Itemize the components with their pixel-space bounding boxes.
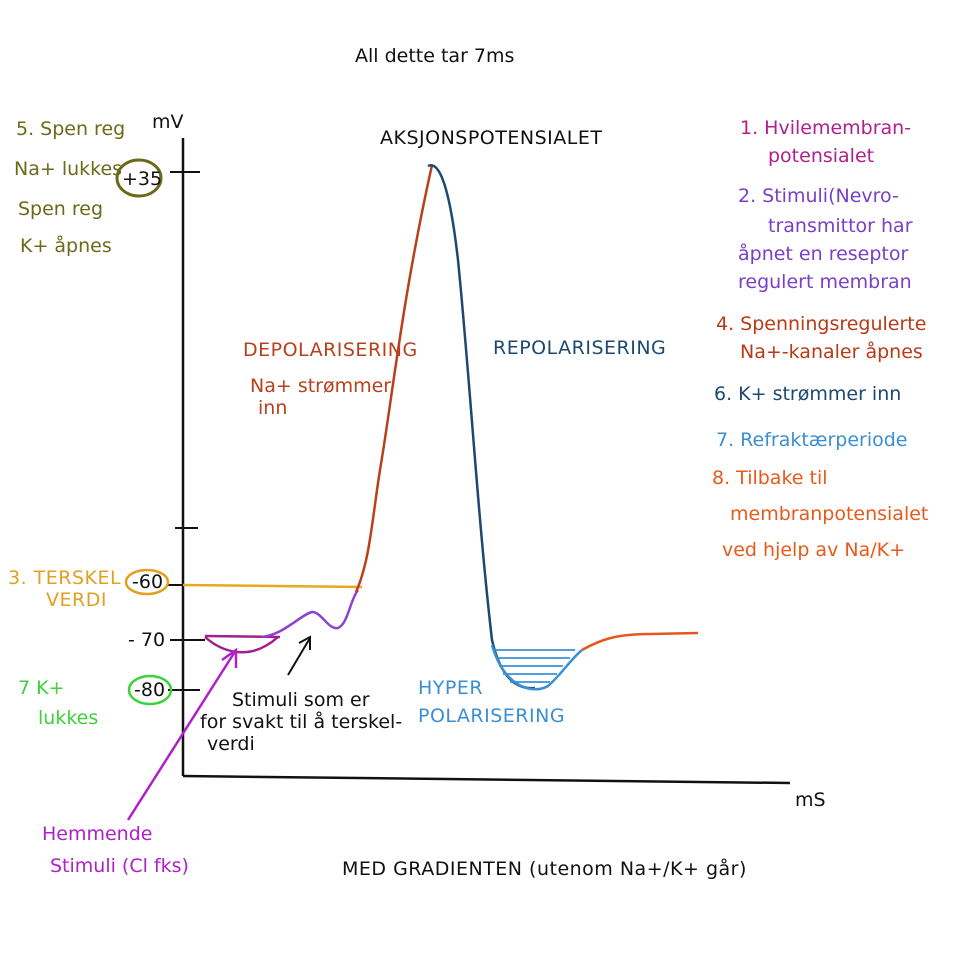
olive-note-2: Na+ lukkes — [14, 158, 122, 180]
bottom-note: MED GRADIENTEN (utenom Na+/K+ går) — [342, 857, 747, 880]
legend-1-line-1: 1. Hvilemembran- — [740, 117, 911, 139]
legend-2-line-2: transmittor har — [768, 215, 913, 237]
inhibit-arrow-line — [126, 649, 238, 821]
legend-8-line-2: membranpotensialet — [730, 503, 928, 525]
x-axis-label: mS — [795, 789, 826, 811]
legend-2-line-4: regulert membran — [738, 271, 912, 293]
repolarization-label: REPOLARISERING — [493, 337, 666, 359]
stimuli-note-3: verdi — [207, 733, 255, 755]
stimuli-note-1: Stimuli som er — [232, 689, 370, 711]
y-axis-label: mV — [152, 111, 184, 133]
inhibit-arrow-head — [221, 647, 238, 668]
stimuli-arrow-line — [287, 637, 311, 676]
legend-1-line-2: potensialet — [768, 145, 874, 167]
green-note-1: 7 K+ — [18, 677, 65, 699]
marker-minus60-circle — [124, 568, 170, 596]
olive-note-3: Spen reg — [18, 198, 103, 220]
hyperpolarization-curve — [490, 644, 583, 691]
olive-note-1: 5. Spen reg — [16, 118, 125, 140]
legend-8-line-3: ved hjelp av Na/K+ — [722, 539, 905, 561]
repolarization-curve — [427, 164, 536, 690]
marker-plus35-circle — [115, 158, 163, 198]
return-to-resting-curve — [581, 631, 699, 652]
inhibit-note-2: Stimuli (Cl fks) — [50, 855, 189, 877]
legend-2-line-3: åpnet en reseptor — [738, 242, 909, 265]
legend-7-line-1: 7. Refraktærperiode — [716, 429, 907, 451]
legend-8-line-1: 8. Tilbake til — [712, 467, 828, 489]
threshold-note-2: VERDI — [46, 589, 107, 611]
subthreshold-stimuli — [261, 589, 360, 639]
depolarization-sub-1: Na+ strømmer — [250, 375, 391, 397]
x-axis — [182, 774, 791, 785]
hyperpolarization-label-1: HYPER — [418, 677, 483, 699]
marker-minus60: -60 — [132, 571, 163, 593]
inhibitory-dip — [204, 636, 279, 654]
legend-4-line-1: 4. Spenningsregulerte — [716, 313, 926, 335]
olive-note-4: K+ åpnes — [20, 234, 112, 257]
threshold-note-1: 3. TERSKEL — [8, 567, 121, 589]
threshold-line — [182, 583, 363, 589]
marker-minus70: - 70 — [128, 629, 165, 651]
stimuli-note-2: for svakt til å terskel- — [200, 710, 402, 733]
marker-minus80: -80 — [134, 679, 165, 701]
legend-4-line-2: Na+-kanaler åpnes — [740, 340, 923, 363]
depolarization-sub-2: inn — [258, 397, 287, 419]
diagram-title: AKSJONSPOTENSIALET — [380, 127, 602, 149]
marker-minus80-circle — [127, 674, 173, 706]
hyperpolarization-hatch — [494, 649, 575, 683]
stimuli-arrow-head — [298, 635, 311, 650]
depolarization-label: DEPOLARISERING — [243, 339, 418, 361]
legend-2-line-1: 2. Stimuli(Nevro- — [738, 185, 899, 207]
marker-plus35: +35 — [122, 168, 162, 190]
legend-6-line-1: 6. K+ strømmer inn — [714, 383, 901, 405]
header-note: All dette tar 7ms — [355, 45, 514, 67]
green-note-2: lukkes — [38, 707, 98, 729]
inhibit-note-1: Hemmende — [42, 823, 152, 845]
depolarization-curve — [354, 164, 434, 593]
hyperpolarization-label-2: POLARISERING — [418, 705, 565, 727]
